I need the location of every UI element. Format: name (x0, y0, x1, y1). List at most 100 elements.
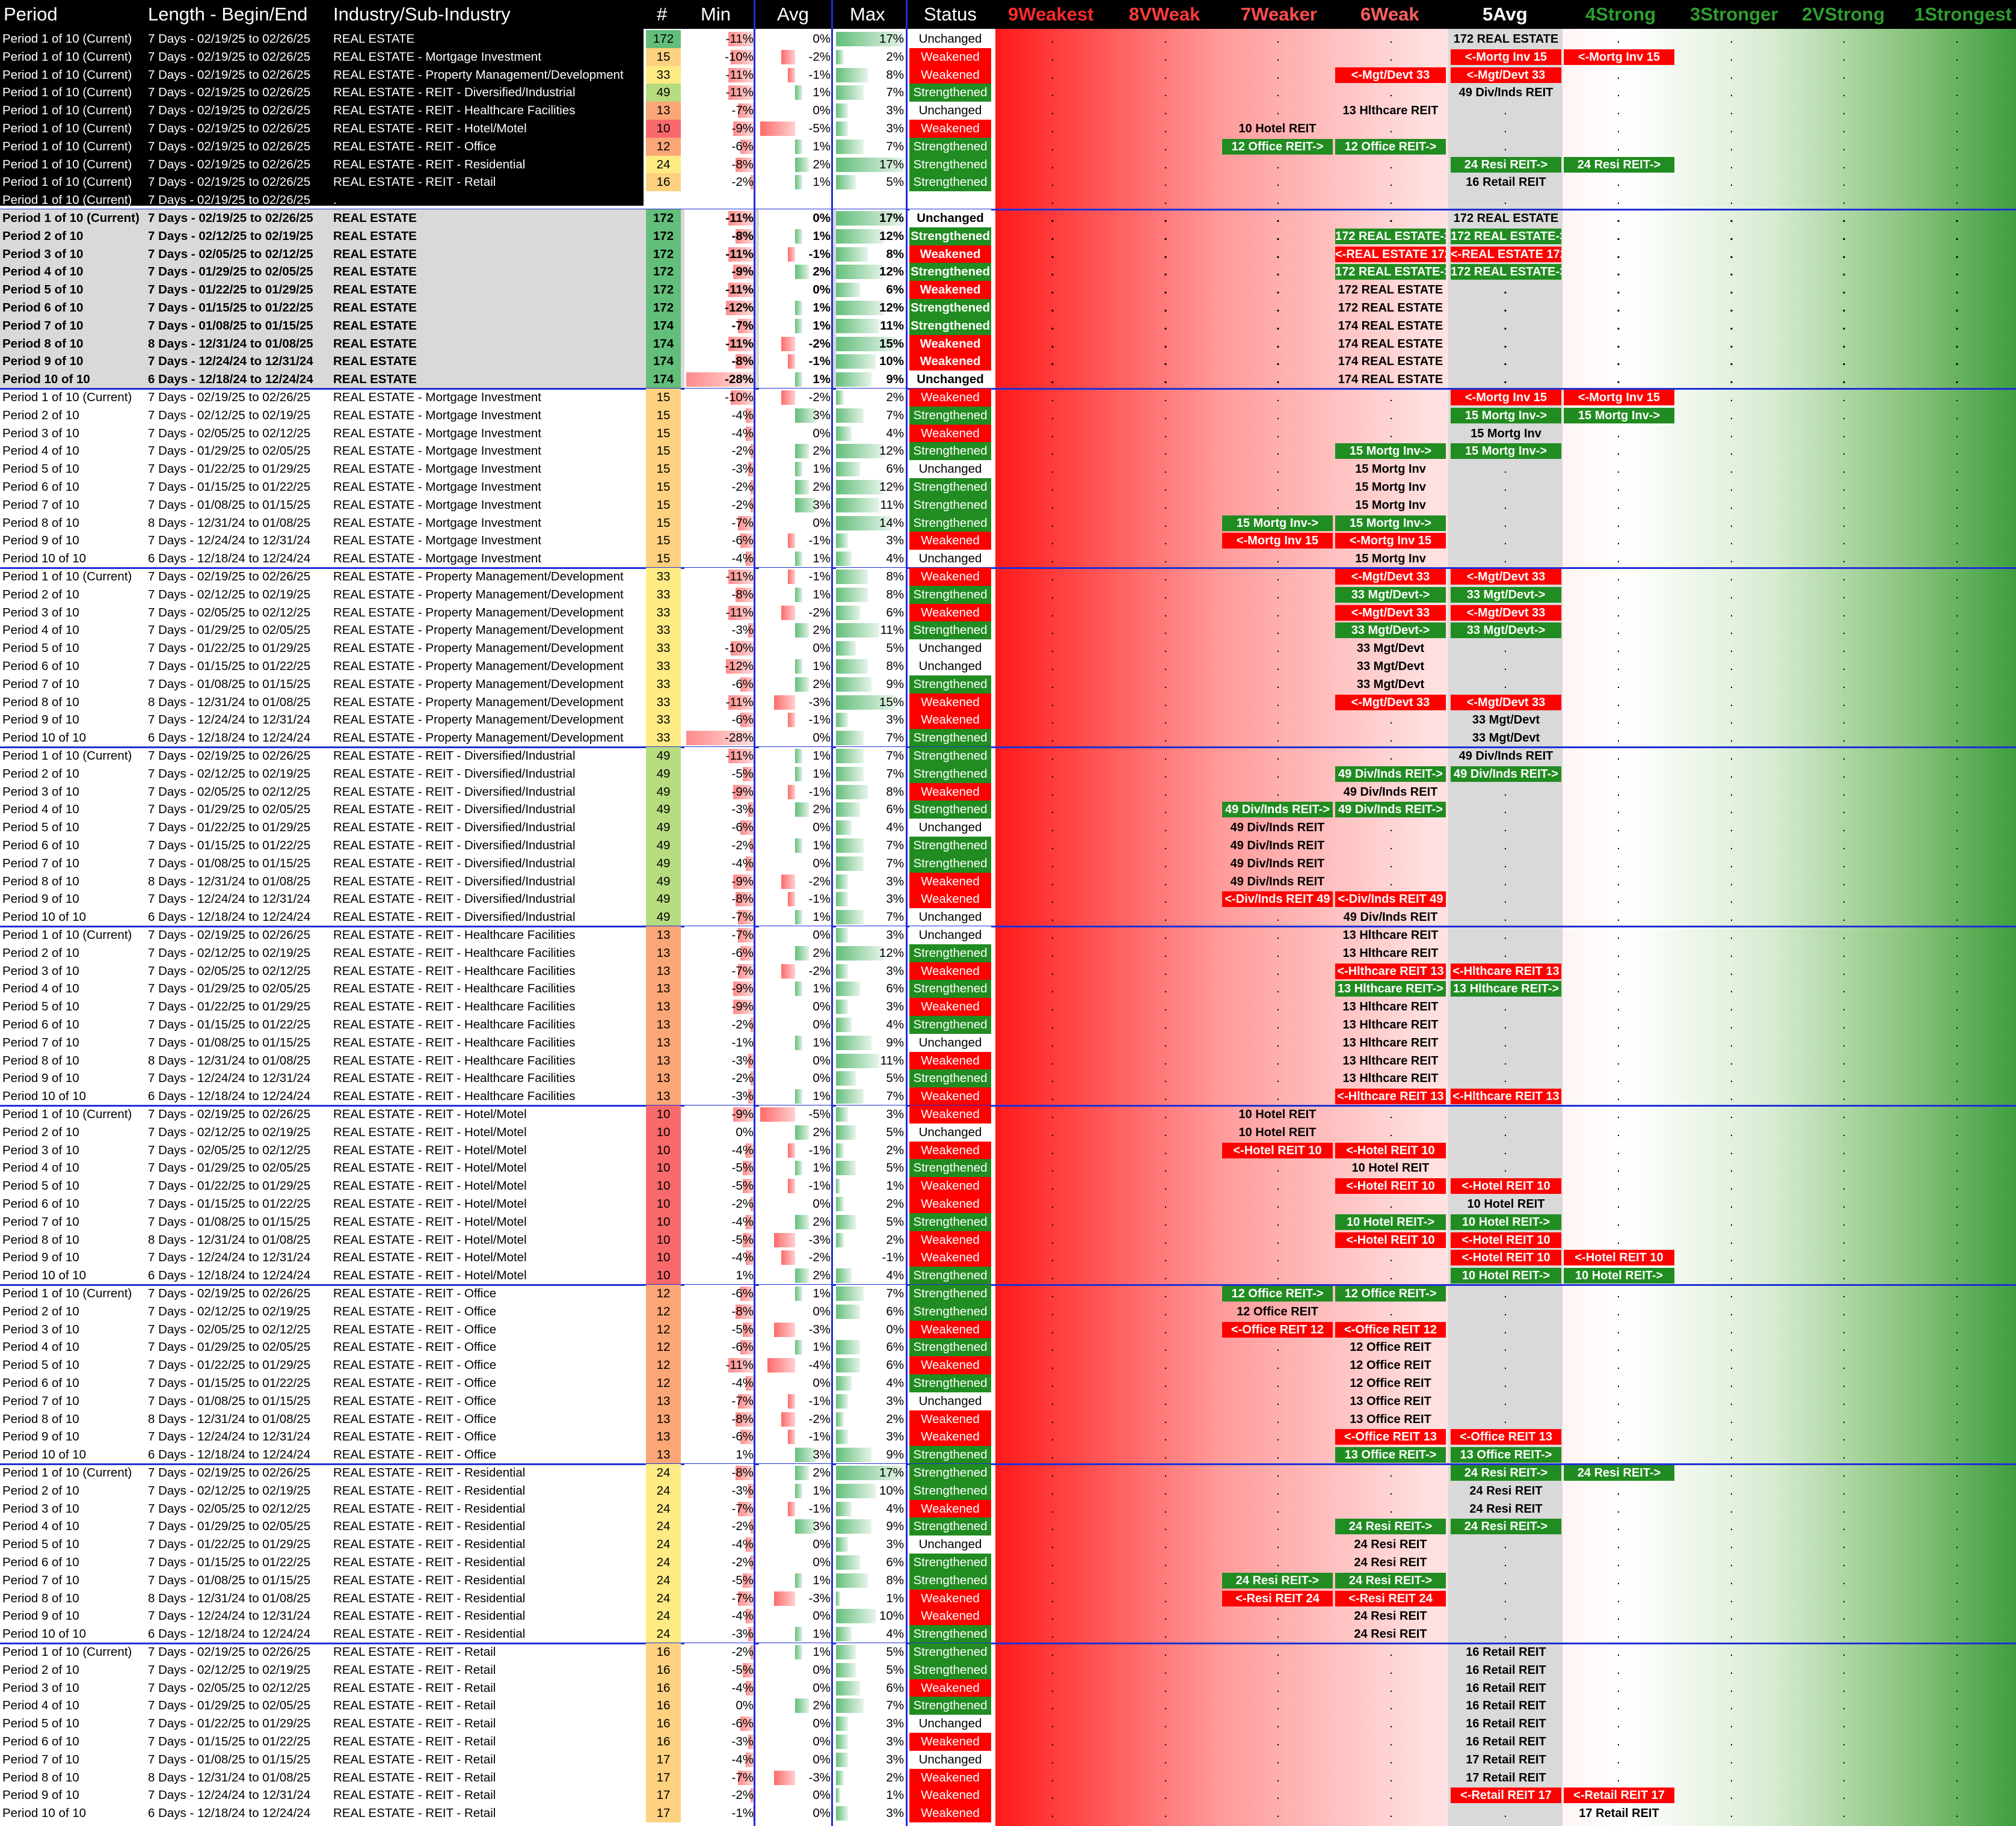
table-row[interactable]: Period 4 of 10 7 Days - 01/29/25 to 02/05… (0, 263, 2016, 281)
table-row[interactable]: Period 4 of 10 7 Days - 01/29/25 to 02/05… (0, 621, 2016, 640)
table-row[interactable]: Period 4 of 10 7 Days - 01/29/25 to 02/05… (0, 1697, 2016, 1715)
header-industry[interactable]: Industry/Sub-Industry (333, 4, 511, 25)
table-row[interactable]: Period 1 of 10 (Current) 7 Days - 02/19/2… (0, 926, 2016, 944)
table-row[interactable]: Period 6 of 10 7 Days - 01/15/25 to 01/22… (0, 1016, 2016, 1034)
header-status[interactable]: Status (924, 4, 977, 25)
table-row[interactable]: Period 2 of 10 7 Days - 02/12/25 to 02/19… (0, 1302, 2016, 1321)
header-band-4[interactable]: 4Strong (1585, 4, 1656, 25)
table-row[interactable]: Period 3 of 10 7 Days - 02/05/25 to 02/12… (0, 1320, 2016, 1339)
header-period[interactable]: Period (4, 4, 58, 25)
table-row[interactable]: Period 4 of 10 7 Days - 01/29/25 to 02/05… (0, 1159, 2016, 1178)
table-row[interactable]: Period 5 of 10 7 Days - 01/22/25 to 01/29… (0, 998, 2016, 1016)
header-min[interactable]: Min (701, 4, 731, 25)
table-row[interactable]: Period 8 of 10 8 Days - 12/31/24 to 01/08… (0, 334, 2016, 353)
header-band-1[interactable]: 1Strongest (1914, 4, 2012, 25)
table-row[interactable]: Period 8 of 10 8 Days - 12/31/24 to 01/08… (0, 1768, 2016, 1787)
table-row[interactable]: Period 8 of 10 8 Days - 12/31/24 to 01/08… (0, 1410, 2016, 1428)
table-row[interactable]: Period 4 of 10 7 Days - 01/29/25 to 02/05… (0, 801, 2016, 819)
header-band-8[interactable]: 8VWeak (1129, 4, 1200, 25)
table-row[interactable]: Period 5 of 10 7 Days - 01/22/25 to 01/29… (0, 1715, 2016, 1733)
header-band-2[interactable]: 2VStrong (1802, 4, 1885, 25)
table-row[interactable]: Period 3 of 10 7 Days - 02/05/25 to 02/12… (0, 962, 2016, 980)
table-row[interactable]: Period 2 of 10 7 Days - 02/12/25 to 02/19… (0, 944, 2016, 962)
table-row[interactable]: Period 1 of 10 (Current) 7 Days - 02/19/2… (0, 155, 2016, 174)
header-band-9[interactable]: 9Weakest (1008, 4, 1094, 25)
table-row[interactable]: Period 9 of 10 7 Days - 12/24/24 to 12/31… (0, 532, 2016, 550)
table-row[interactable]: Period 4 of 10 7 Days - 01/29/25 to 02/05… (0, 1517, 2016, 1536)
table-row[interactable]: Period 7 of 10 7 Days - 01/08/25 to 01/15… (0, 1750, 2016, 1769)
table-row[interactable]: Period 3 of 10 7 Days - 02/05/25 to 02/12… (0, 424, 2016, 443)
table-row[interactable]: Period 2 of 10 7 Days - 02/12/25 to 02/19… (0, 1661, 2016, 1679)
table-row[interactable]: Period 1 of 10 (Current) 7 Days - 02/19/2… (0, 120, 2016, 138)
table-row[interactable]: Period 7 of 10 7 Days - 01/08/25 to 01/15… (0, 675, 2016, 693)
table-row[interactable]: Period 7 of 10 7 Days - 01/08/25 to 01/15… (0, 1392, 2016, 1410)
table-row[interactable]: Period 1 of 10 (Current) 7 Days - 02/19/2… (0, 48, 2016, 66)
table-row[interactable]: Period 3 of 10 7 Days - 02/05/25 to 02/12… (0, 1499, 2016, 1518)
table-row[interactable]: Period 1 of 10 (Current) 7 Days - 02/19/2… (0, 1285, 2016, 1303)
table-row[interactable]: Period 3 of 10 7 Days - 02/05/25 to 02/12… (0, 603, 2016, 622)
table-row[interactable]: Period 9 of 10 7 Days - 12/24/24 to 12/31… (0, 1249, 2016, 1267)
table-row[interactable]: Period 3 of 10 7 Days - 02/05/25 to 02/12… (0, 782, 2016, 801)
table-row[interactable]: Period 8 of 10 8 Days - 12/31/24 to 01/08… (0, 693, 2016, 712)
table-row[interactable]: Period 6 of 10 7 Days - 01/15/25 to 01/22… (0, 1554, 2016, 1572)
table-row[interactable]: Period 10 of 10 6 Days - 12/18/24 to 12/2… (0, 908, 2016, 926)
table-row[interactable]: Period 7 of 10 7 Days - 01/08/25 to 01/15… (0, 1571, 2016, 1590)
table-row[interactable]: Period 5 of 10 7 Days - 01/22/25 to 01/29… (0, 460, 2016, 478)
table-row[interactable]: Period 9 of 10 7 Days - 12/24/24 to 12/31… (0, 711, 2016, 730)
table-row[interactable]: Period 9 of 10 7 Days - 12/24/24 to 12/31… (0, 1786, 2016, 1805)
header-avg[interactable]: Avg (777, 4, 809, 25)
table-row[interactable]: Period 2 of 10 7 Days - 02/12/25 to 02/19… (0, 585, 2016, 604)
table-row[interactable]: Period 1 of 10 (Current) 7 Days - 02/19/2… (0, 1105, 2016, 1124)
table-row[interactable]: Period 8 of 10 8 Days - 12/31/24 to 01/08… (0, 872, 2016, 891)
table-row[interactable]: Period 3 of 10 7 Days - 02/05/25 to 02/12… (0, 1679, 2016, 1697)
table-row[interactable]: Period 2 of 10 7 Days - 02/12/25 to 02/19… (0, 1481, 2016, 1500)
table-row[interactable]: Period 10 of 10 6 Days - 12/18/24 to 12/2… (0, 1804, 2016, 1822)
header-length[interactable]: Length - Begin/End (148, 4, 308, 25)
table-row[interactable]: Period 1 of 10 (Current) 7 Days - 02/19/2… (0, 568, 2016, 586)
table-row[interactable]: Period 2 of 10 7 Days - 02/12/25 to 02/19… (0, 764, 2016, 783)
table-row[interactable]: Period 7 of 10 7 Days - 01/08/25 to 01/15… (0, 1213, 2016, 1231)
table-row[interactable]: Period 1 of 10 (Current) 7 Days - 02/19/2… (0, 389, 2016, 407)
table-row[interactable]: Period 10 of 10 6 Days - 12/18/24 to 12/2… (0, 550, 2016, 568)
table-row[interactable]: Period 1 of 10 (Current) 7 Days - 02/19/2… (0, 84, 2016, 102)
table-row[interactable]: Period 10 of 10 6 Days - 12/18/24 to 12/2… (0, 1087, 2016, 1105)
table-row[interactable]: Period 2 of 10 7 Days - 02/12/25 to 02/19… (0, 227, 2016, 245)
table-row[interactable]: Period 1 of 10 (Current) 7 Days - 02/19/2… (0, 102, 2016, 120)
table-row[interactable]: Period 9 of 10 7 Days - 12/24/24 to 12/31… (0, 352, 2016, 371)
table-row[interactable]: Period 2 of 10 7 Days - 02/12/25 to 02/19… (0, 406, 2016, 425)
table-row[interactable]: Period 4 of 10 7 Days - 01/29/25 to 02/05… (0, 442, 2016, 461)
table-row[interactable]: Period 1 of 10 (Current) 7 Days - 02/19/2… (0, 209, 2016, 227)
table-row[interactable]: Period 1 of 10 (Current) 7 Days - 02/19/2… (0, 191, 2016, 209)
table-row[interactable]: Period 9 of 10 7 Days - 12/24/24 to 12/31… (0, 1607, 2016, 1626)
table-row[interactable]: Period 10 of 10 6 Days - 12/18/24 to 12/2… (0, 1267, 2016, 1285)
table-row[interactable]: Period 4 of 10 7 Days - 01/29/25 to 02/05… (0, 980, 2016, 998)
table-row[interactable]: Period 5 of 10 7 Days - 01/22/25 to 01/29… (0, 819, 2016, 837)
table-row[interactable]: Period 10 of 10 6 Days - 12/18/24 to 12/2… (0, 370, 2016, 389)
table-row[interactable]: Period 8 of 10 8 Days - 12/31/24 to 01/08… (0, 1231, 2016, 1249)
table-row[interactable]: Period 1 of 10 (Current) 7 Days - 02/19/2… (0, 747, 2016, 765)
table-row[interactable]: Period 5 of 10 7 Days - 01/22/25 to 01/29… (0, 1536, 2016, 1554)
table-row[interactable]: Period 6 of 10 7 Days - 01/15/25 to 01/22… (0, 1374, 2016, 1392)
table-row[interactable]: Period 1 of 10 (Current) 7 Days - 02/19/2… (0, 1464, 2016, 1482)
table-row[interactable]: Period 3 of 10 7 Days - 02/05/25 to 02/12… (0, 1141, 2016, 1160)
table-row[interactable]: Period 7 of 10 7 Days - 01/08/25 to 01/15… (0, 854, 2016, 873)
table-row[interactable]: Period 6 of 10 7 Days - 01/15/25 to 01/22… (0, 657, 2016, 675)
table-row[interactable]: Period 8 of 10 8 Days - 12/31/24 to 01/08… (0, 1589, 2016, 1608)
table-row[interactable]: Period 5 of 10 7 Days - 01/22/25 to 01/29… (0, 1356, 2016, 1374)
table-row[interactable]: Period 1 of 10 (Current) 7 Days - 02/19/2… (0, 173, 2016, 192)
table-row[interactable]: Period 5 of 10 7 Days - 01/22/25 to 01/29… (0, 639, 2016, 657)
table-row[interactable]: Period 1 of 10 (Current) 7 Days - 02/19/2… (0, 137, 2016, 156)
table-row[interactable]: Period 6 of 10 7 Days - 01/15/25 to 01/22… (0, 299, 2016, 317)
header-band-5[interactable]: 5Avg (1483, 4, 1528, 25)
table-row[interactable]: Period 1 of 10 (Current) 7 Days - 02/19/2… (0, 1643, 2016, 1661)
table-row[interactable]: Period 10 of 10 6 Days - 12/18/24 to 12/2… (0, 729, 2016, 747)
table-row[interactable]: Period 5 of 10 7 Days - 01/22/25 to 01/29… (0, 1177, 2016, 1195)
table-row[interactable]: Period 9 of 10 7 Days - 12/24/24 to 12/31… (0, 1428, 2016, 1446)
table-row[interactable]: Period 2 of 10 7 Days - 02/12/25 to 02/19… (0, 1123, 2016, 1142)
table-row[interactable]: Period 6 of 10 7 Days - 01/15/25 to 01/22… (0, 1195, 2016, 1213)
table-row[interactable]: Period 7 of 10 7 Days - 01/08/25 to 01/15… (0, 496, 2016, 514)
table-row[interactable]: Period 9 of 10 7 Days - 12/24/24 to 12/31… (0, 890, 2016, 909)
header-max[interactable]: Max (850, 4, 885, 25)
header-band-3[interactable]: 3Stronger (1690, 4, 1778, 25)
table-row[interactable]: Period 9 of 10 7 Days - 12/24/24 to 12/31… (0, 1069, 2016, 1088)
